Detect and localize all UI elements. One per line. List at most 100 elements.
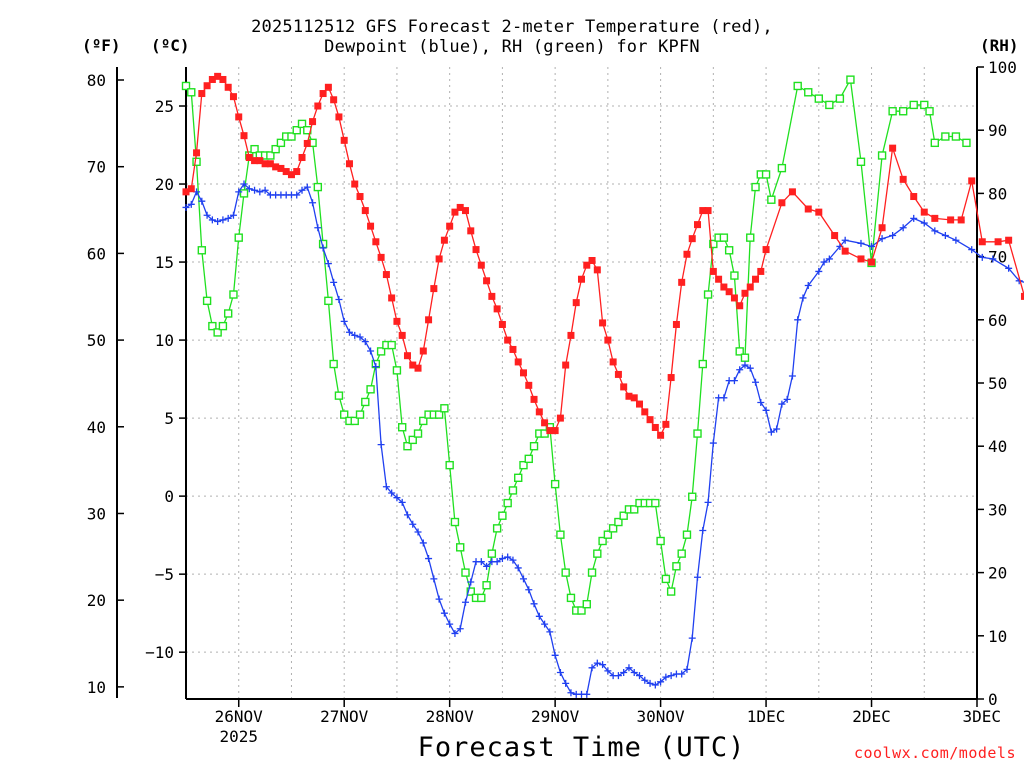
temperature-point <box>214 72 222 80</box>
temperature-point <box>841 247 849 255</box>
dewpoint-point <box>752 378 760 386</box>
relative-humidity-point <box>672 562 681 571</box>
dewpoint-point <box>382 483 390 491</box>
temperature-point <box>583 261 591 269</box>
temperature-point <box>240 132 248 140</box>
temperature-point <box>788 188 796 196</box>
rh-tick-label: 100 <box>988 58 1017 77</box>
relative-humidity-point <box>366 385 375 394</box>
temperature-point <box>403 352 411 360</box>
temperature-point <box>683 250 691 258</box>
relative-humidity-point <box>746 233 755 242</box>
rh-tick-label: 20 <box>988 564 1007 583</box>
celsius-tick-label: 0 <box>164 487 174 506</box>
dewpoint-point <box>646 679 654 687</box>
time-tick-label: 1DEC <box>747 707 786 726</box>
fahrenheit-tick-label: 50 <box>87 331 106 350</box>
relative-humidity-point <box>719 233 729 242</box>
dewpoint-point <box>794 316 802 324</box>
temperature-point <box>725 288 733 296</box>
dewpoint-point <box>367 347 375 355</box>
temperature-point <box>509 345 517 353</box>
relative-humidity-point <box>477 593 486 603</box>
temperature-point <box>193 149 201 157</box>
dewpoint-point <box>620 668 628 676</box>
dewpoint-point <box>641 676 649 684</box>
temperature-point <box>878 224 886 232</box>
rh-tick-label: 40 <box>988 437 1007 456</box>
temperature-point <box>488 292 496 300</box>
dewpoint-point <box>889 232 897 240</box>
temperature-point <box>298 154 306 162</box>
dewpoint-point <box>214 217 222 225</box>
relative-humidity-point <box>461 568 470 577</box>
dewpoint-point <box>593 659 601 667</box>
dewpoint-point <box>978 253 986 261</box>
dewpoint-point <box>229 211 237 219</box>
dewpoint-point <box>530 600 538 608</box>
time-tick-label: 27NOV <box>320 707 369 726</box>
temperature-point <box>678 278 686 286</box>
temperature-point <box>910 193 918 201</box>
relative-humidity-point <box>519 460 528 470</box>
temperature-point <box>282 168 290 176</box>
relative-humidity-point <box>392 366 402 375</box>
dewpoint-point <box>403 511 411 519</box>
relative-humidity-point <box>271 144 280 154</box>
rh-tick-label: 30 <box>988 500 1007 519</box>
dewpoint-point <box>498 555 506 563</box>
dewpoint-point <box>968 246 976 254</box>
temperature-point <box>625 392 633 400</box>
dewpoint-point <box>730 377 738 385</box>
relative-humidity-point <box>582 600 591 609</box>
rh-tick-label: 50 <box>988 374 1007 393</box>
dewpoint-point <box>952 236 960 244</box>
temperature-point <box>229 93 237 101</box>
dewpoint-point <box>372 363 380 371</box>
temperature-point <box>409 361 417 369</box>
relative-humidity-point <box>598 536 607 546</box>
dewpoint-point <box>736 366 744 374</box>
data-series <box>181 72 1024 698</box>
celsius-unit-label: (ºC) <box>151 36 190 55</box>
temperature-point <box>551 427 559 435</box>
temperature-point <box>261 160 269 168</box>
dewpoint-point <box>678 670 686 678</box>
dewpoint-point <box>899 224 907 232</box>
temperature-point <box>546 427 554 435</box>
dewpoint-point <box>451 629 459 637</box>
x-axis-title: Forecast Time (UTC) <box>417 732 746 763</box>
relative-humidity-point <box>703 290 713 299</box>
temperature-point <box>593 266 601 274</box>
temperature-point <box>736 302 744 310</box>
temperature-point <box>393 317 401 325</box>
temperature-point <box>746 283 754 291</box>
dewpoint-point <box>788 372 796 380</box>
plot-frame <box>116 67 978 700</box>
temperature-point <box>889 144 897 152</box>
dewpoint-point <box>303 183 311 191</box>
relative-humidity-point <box>724 246 734 255</box>
relative-humidity-point <box>608 524 618 533</box>
relative-humidity-point <box>550 479 560 489</box>
temperature-point <box>688 235 696 243</box>
relative-humidity-point <box>234 233 243 242</box>
relative-humidity-point <box>730 271 739 280</box>
dewpoint-point <box>757 399 765 407</box>
relative-humidity-series <box>181 75 971 615</box>
dewpoint-point <box>683 665 691 673</box>
relative-humidity-point <box>445 460 454 470</box>
dewpoint-point <box>330 278 338 286</box>
temperature-point <box>630 394 638 402</box>
dewpoint-point <box>546 628 554 636</box>
rh-tick-label: 60 <box>988 311 1007 330</box>
temperature-point <box>330 96 338 104</box>
dewpoint-line <box>185 183 1024 695</box>
relative-humidity-point <box>656 536 665 546</box>
dewpoint-point <box>435 595 443 603</box>
dewpoint-point <box>504 553 512 561</box>
relative-humidity-point <box>630 505 639 514</box>
relative-humidity-point <box>466 587 475 596</box>
relative-humidity-point <box>218 321 228 331</box>
relative-humidity-point <box>925 107 934 116</box>
